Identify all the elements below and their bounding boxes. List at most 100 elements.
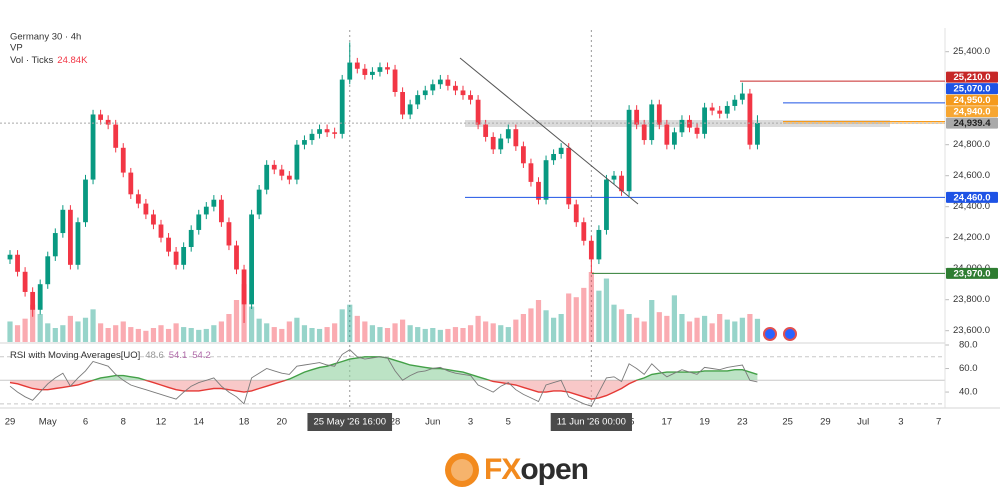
candle-body	[400, 92, 405, 115]
candle-body	[709, 107, 715, 111]
candle-body	[566, 147, 572, 205]
candle-body	[619, 175, 624, 192]
volume-bar	[67, 315, 73, 342]
x-tick-label: 17	[662, 417, 673, 428]
candle-body	[437, 79, 443, 85]
candle-body	[415, 95, 421, 105]
rsi-header: RSI with Moving Averages[UO] 48.6 54.1 54.2	[10, 350, 211, 361]
candle-body	[226, 222, 232, 246]
volume-bar	[754, 318, 761, 342]
candle-body	[521, 146, 526, 164]
y-tick-label: 25,400.0	[953, 46, 990, 57]
x-tick-label: 3	[898, 417, 903, 428]
candle-body	[460, 90, 466, 96]
candle-body	[135, 194, 141, 204]
candle-body	[264, 164, 270, 190]
volume-bar	[256, 318, 262, 342]
candle-body	[128, 172, 134, 195]
candle-body	[475, 99, 481, 125]
rsi-line	[9, 349, 758, 407]
candle-body	[702, 107, 707, 134]
volume-bar	[143, 330, 149, 342]
rsi-ma-area-down	[10, 380, 637, 400]
volume-bar	[460, 328, 466, 342]
candle-body	[151, 214, 156, 225]
x-tick-label: Jun	[425, 417, 440, 428]
volume-bar	[558, 314, 564, 342]
volume-bar	[150, 328, 157, 342]
candle-body	[279, 169, 285, 176]
candle-body	[732, 99, 738, 106]
x-tick-label: 19	[699, 417, 710, 428]
volume-bar	[588, 272, 594, 342]
price-tag-label: 25,210.0	[954, 72, 991, 83]
price-tag-label: 25,070.0	[954, 84, 991, 95]
x-tick-label: 14	[193, 417, 204, 428]
volume-bar	[165, 328, 172, 342]
event-icon[interactable]	[763, 327, 777, 341]
volume-bar	[618, 309, 625, 342]
rsi-title: RSI with Moving Averages[UO]	[10, 350, 140, 361]
candle-body	[309, 133, 315, 141]
volume-bar	[279, 328, 285, 342]
volume-bar	[52, 328, 58, 342]
volume-bar	[316, 328, 323, 342]
candle-body	[581, 222, 587, 241]
x-tick-label: 8	[121, 417, 126, 428]
candle-body	[656, 104, 662, 125]
logo-text: FXopen	[484, 453, 588, 486]
volume-bar	[573, 297, 579, 342]
plot	[0, 42, 945, 407]
candle-body	[271, 164, 277, 170]
volume-bar	[75, 321, 81, 342]
y-tick-label: 23,800.0	[953, 294, 990, 305]
candle-body	[596, 229, 602, 260]
volume-bar	[709, 323, 715, 342]
volume-bar	[452, 327, 459, 342]
candle-body	[611, 175, 617, 180]
volume-bar	[45, 323, 51, 342]
volume-bar	[400, 319, 406, 342]
y-tick-label: 24,800.0	[953, 139, 990, 150]
volume-bar	[505, 327, 511, 342]
x-tick-label: 25	[782, 417, 793, 428]
volume-bar	[566, 293, 572, 342]
volume-bar	[445, 328, 451, 342]
volume-bar	[520, 314, 526, 342]
volume-bar	[347, 304, 353, 342]
volume-bar	[233, 300, 240, 342]
candle-body	[286, 175, 292, 180]
volume-bar	[747, 314, 753, 342]
candle-body	[30, 291, 36, 310]
x-tick-label: May	[39, 417, 57, 428]
candle-body	[468, 95, 473, 100]
brand-logo[interactable]: FXopen	[445, 453, 589, 487]
candle-body	[694, 127, 700, 134]
volume-last: 24.84K	[57, 55, 88, 66]
event-icon[interactable]	[783, 327, 797, 341]
candle-body	[203, 206, 209, 215]
candle-body	[747, 93, 753, 145]
volume-bar	[407, 325, 413, 342]
candle-body	[196, 214, 202, 230]
volume-bar	[603, 278, 610, 342]
volume-title-text: Vol · Ticks	[10, 55, 54, 66]
candle-body	[490, 136, 496, 150]
price-tag	[946, 71, 998, 83]
candle-body	[181, 247, 187, 265]
candle-body	[558, 147, 564, 154]
volume-bar	[369, 325, 375, 342]
volume-bar	[641, 321, 647, 342]
volume-bar	[384, 328, 391, 342]
volume-bar	[551, 317, 557, 342]
crosshair-x-label: 25 May '26 16:00	[313, 417, 386, 428]
x-tick-label: 5	[506, 417, 511, 428]
candle-body	[430, 84, 436, 91]
volume-bar	[173, 323, 179, 342]
candle-body	[724, 105, 730, 114]
volume-bar	[656, 312, 662, 342]
candle-body	[370, 71, 375, 75]
candle-body	[211, 199, 217, 207]
volume-bar	[611, 304, 617, 342]
candle-body	[649, 104, 655, 141]
